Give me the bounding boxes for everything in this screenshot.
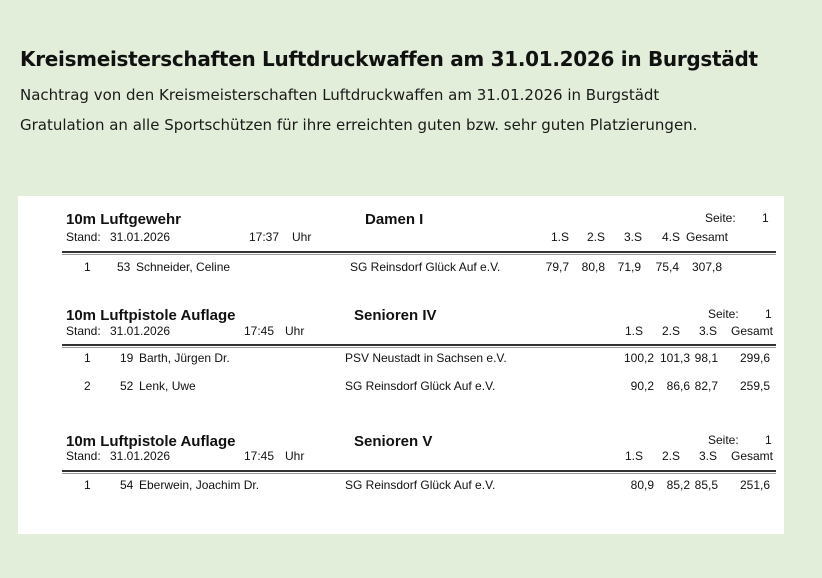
series-score: 85,5	[694, 478, 718, 492]
total-score: 251,6	[739, 478, 770, 492]
page-label: Seite:	[708, 433, 739, 447]
column-header: Gesamt	[730, 449, 773, 463]
time: 17:37	[249, 230, 280, 244]
series-score: 90,2	[630, 379, 654, 393]
shooter-name: Lenk, Uwe	[139, 379, 196, 393]
column-header: 1.S	[550, 230, 569, 244]
column-header: 3.S	[698, 324, 717, 338]
stand-label: Stand:	[66, 449, 101, 463]
column-header: Gesamt	[686, 230, 729, 244]
column-header: 2.S	[661, 324, 680, 338]
start-number: 19	[120, 351, 134, 365]
total-score: 307,8	[692, 260, 723, 274]
time: 17:45	[244, 449, 275, 463]
rank: 1	[84, 351, 91, 365]
results-document: 10m Luftgewehr Damen I Seite: 1 Stand: 3…	[18, 196, 784, 534]
column-header: Gesamt	[730, 324, 773, 338]
series-score: 86,6	[666, 379, 690, 393]
series-score: 79,7	[545, 260, 569, 274]
club: SG Reinsdorf Glück Auf e.V.	[350, 260, 501, 274]
column-header: 1.S	[624, 324, 643, 338]
shooter-name: Barth, Jürgen Dr.	[139, 351, 230, 365]
page-number: 1	[765, 307, 772, 321]
divider	[62, 470, 776, 474]
page-label: Seite:	[705, 211, 736, 225]
divider	[62, 344, 776, 348]
series-score: 80,8	[581, 260, 605, 274]
club: SG Reinsdorf Glück Auf e.V.	[345, 379, 496, 393]
column-header: 2.S	[661, 449, 680, 463]
start-number: 52	[120, 379, 134, 393]
page-number: 1	[765, 433, 772, 447]
discipline: 10m Luftgewehr	[66, 211, 182, 228]
intro-line: Nachtrag von den Kreismeisterschaften Lu…	[20, 86, 660, 104]
total-score: 259,5	[739, 379, 770, 393]
time: 17:45	[244, 324, 275, 338]
column-header: 4.S	[661, 230, 680, 244]
date: 31.01.2026	[110, 230, 171, 244]
class-name: Senioren V	[354, 433, 433, 450]
series-score: 101,3	[659, 351, 690, 365]
series-score: 71,9	[617, 260, 641, 274]
series-score: 75,4	[655, 260, 679, 274]
series-score: 98,1	[694, 351, 718, 365]
rank: 1	[84, 478, 91, 492]
divider	[62, 251, 776, 255]
shooter-name: Eberwein, Joachim Dr.	[139, 478, 260, 492]
discipline: 10m Luftpistole Auflage	[66, 433, 236, 450]
time-unit: Uhr	[285, 324, 305, 338]
page-title: Kreismeisterschaften Luftdruckwaffen am …	[20, 47, 758, 71]
total-score: 299,6	[739, 351, 770, 365]
column-header: 3.S	[623, 230, 642, 244]
column-header: 3.S	[698, 449, 717, 463]
series-score: 80,9	[630, 478, 654, 492]
class-name: Damen I	[365, 211, 424, 228]
date: 31.01.2026	[110, 324, 171, 338]
page-label: Seite:	[708, 307, 739, 321]
start-number: 53	[117, 260, 131, 274]
intro-line: Gratulation an alle Sportschützen für ih…	[20, 116, 698, 134]
stand-label: Stand:	[66, 324, 101, 338]
series-score: 82,7	[694, 379, 718, 393]
discipline: 10m Luftpistole Auflage	[66, 307, 236, 324]
rank: 1	[84, 260, 91, 274]
club: SG Reinsdorf Glück Auf e.V.	[345, 478, 496, 492]
stand-label: Stand:	[66, 230, 101, 244]
series-score: 85,2	[666, 478, 690, 492]
date: 31.01.2026	[110, 449, 171, 463]
column-header: 1.S	[624, 449, 643, 463]
class-name: Senioren IV	[354, 307, 437, 324]
column-header: 2.S	[586, 230, 605, 244]
club: PSV Neustadt in Sachsen e.V.	[345, 351, 507, 365]
time-unit: Uhr	[285, 449, 305, 463]
series-score: 100,2	[623, 351, 654, 365]
time-unit: Uhr	[292, 230, 312, 244]
page-number: 1	[762, 211, 769, 225]
start-number: 54	[120, 478, 134, 492]
shooter-name: Schneider, Celine	[136, 260, 231, 274]
rank: 2	[84, 379, 91, 393]
